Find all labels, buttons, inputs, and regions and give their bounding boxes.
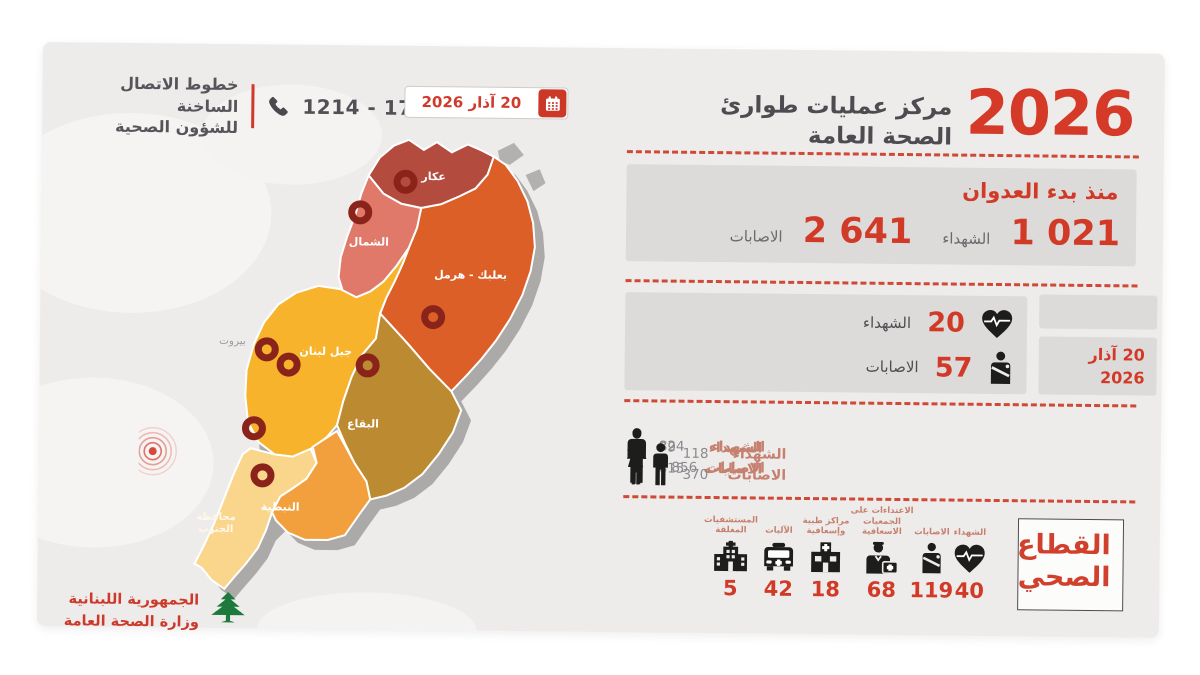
ministry-logo-line1: الجمهورية اللبنانية [68, 591, 200, 609]
paramedic-icon [864, 541, 898, 575]
daily-martyrs-label: الشهداء [862, 313, 912, 332]
ambulance-icon [762, 542, 794, 572]
epicenter-rings-icon [137, 426, 177, 476]
heart-pulse-icon [953, 544, 985, 574]
infographic-card: خطوط الاتصال الساخنة للشؤون الصحية 1214 … [36, 42, 1165, 638]
vehicles-value: 42 [763, 576, 794, 601]
map-label-bekaa: البقاع [347, 417, 379, 430]
since-injuries-label: الاصابات [729, 227, 783, 246]
attacks-label: الاعتداءات على الجمعيات الاسعافية [850, 505, 914, 537]
strike-marker [393, 169, 418, 194]
lebanon-map: عكار الشمال بعلبك - هرمل جبل لبنان البقا… [137, 138, 546, 600]
daily-date-spacer-panel [1039, 294, 1158, 330]
closed-hospitals-label: المستشفيات المغلقة [704, 514, 759, 536]
demographics-row: 79 415 الشهداء الاصابات 824 1 856 الشهدا… [623, 411, 1149, 496]
calendar-icon [538, 89, 567, 118]
phone-icon [267, 96, 289, 118]
strike-marker [348, 200, 373, 225]
daily-injuries-label: الاصابات [865, 357, 919, 377]
map-shadow-fragment [525, 169, 546, 192]
date-badge-text: 20 آذار 2026 [421, 92, 522, 113]
medical-centers-label: مراكز طبية وإسعافية [802, 515, 850, 537]
strike-marker [241, 416, 266, 441]
since-aggression-heading: منذ بدء العدوان [962, 178, 1119, 205]
children-icon [623, 441, 673, 486]
header-title: مركز عمليات طوارئ الصحة العامة [720, 91, 953, 153]
daily-date-panel: 20 آذار 2026 [1038, 336, 1157, 396]
region-nabatieh [270, 429, 372, 542]
hotline-block: خطوط الاتصال الساخنة للشؤون الصحية 1214 … [70, 72, 442, 141]
map-label-nabatieh: النبطية [261, 500, 300, 513]
strike-marker [250, 463, 275, 488]
sector-martyrs-value: 40 [954, 578, 985, 603]
sector-item-martyrs: الشهداء 40 [945, 507, 994, 603]
vehicles-label: الآليات [765, 525, 793, 536]
hospital-icon [712, 540, 748, 572]
ministry-logo-line2: وزارة الصحة العامة [63, 613, 200, 631]
children-martyrs-value: 118 [682, 445, 709, 462]
injured-person-icon [920, 542, 942, 574]
daily-date-line1: 20 آذار [1088, 344, 1145, 365]
map-label-baalbek-hermel: بعلبك - هرمل [434, 268, 507, 282]
ministry-logo-text: الجمهورية اللبنانية وزارة الصحة العامة [47, 589, 199, 634]
map-label-akkar: عكار [420, 170, 446, 183]
health-sector-title-line1: القطاع [1016, 529, 1111, 562]
daily-stats-panel: 20 الشهداء 57 الاصابات [624, 292, 1028, 395]
sector-item-closed-hospitals: المستشفيات المغلقة 5 [701, 505, 760, 601]
header-title-line1: مركز عمليات طوارئ [720, 92, 953, 121]
hotline-divider [251, 84, 255, 129]
map-shadow-fragment [497, 142, 524, 165]
map-label-north: الشمال [349, 235, 389, 248]
ministry-logo: الجمهورية اللبنانية وزارة الصحة العامة [47, 588, 249, 636]
daily-martyrs-value: 20 [927, 307, 966, 339]
hotline-title: خطوط الاتصال الساخنة للشؤون الصحية [70, 72, 239, 139]
daily-date-line2: 2026 [1099, 368, 1145, 388]
header-year: 2026 [965, 75, 1135, 151]
medical-centers-value: 18 [810, 577, 841, 602]
since-injuries-value: 2 641 [802, 210, 913, 253]
sector-item-attacks: الاعتداءات على الجمعيات الاسعافية 68 [849, 506, 914, 602]
attacks-value: 68 [866, 577, 897, 602]
map-label-beirut: بيروت [219, 335, 246, 347]
sector-martyrs-label: الشهداء [953, 527, 987, 538]
sector-item-medical-centers: مراكز طبية وإسعافية 18 [797, 506, 854, 602]
demographic-group-children: 118 370 الشهداء الاصابات [623, 441, 786, 487]
children-martyrs-label: الشهداء [732, 445, 787, 463]
health-sector-title-line2: الصحي [1017, 561, 1111, 594]
medical-center-icon [809, 541, 841, 573]
strike-markers [241, 169, 446, 488]
health-sector-title-box: القطاع الصحي [1016, 518, 1125, 612]
map-label-south-line2: الجنوب [198, 524, 233, 535]
date-badge: 20 آذار 2026 [404, 85, 569, 120]
injured-person-icon [988, 351, 1012, 385]
cedar-tree-icon [207, 590, 249, 636]
strike-marker [276, 352, 301, 377]
map-label-mount-lebanon: جبل لبنان [299, 345, 352, 359]
strike-marker [254, 337, 279, 362]
daily-injuries-value: 57 [934, 351, 973, 384]
map-label-south-line1: محافظة [196, 512, 236, 523]
since-aggression-panel: منذ بدء العدوان 1 021 الشهداء 2 641 الاص… [625, 164, 1137, 267]
header-title-line2: الصحة العامة [807, 122, 953, 151]
children-injuries-value: 370 [682, 466, 709, 483]
strike-marker [421, 305, 446, 330]
strike-marker [355, 353, 380, 378]
hotline-title-line1: خطوط الاتصال الساخنة [120, 73, 239, 116]
children-injuries-label: الاصابات [727, 466, 787, 484]
closed-hospitals-value: 5 [722, 576, 738, 601]
sector-injuries-label: الاصابات [914, 526, 950, 538]
heart-pulse-icon [981, 308, 1013, 338]
since-martyrs-label: الشهداء [942, 229, 991, 248]
sector-item-vehicles: الآليات 42 [755, 505, 802, 601]
since-martyrs-value: 1 021 [1010, 213, 1121, 255]
